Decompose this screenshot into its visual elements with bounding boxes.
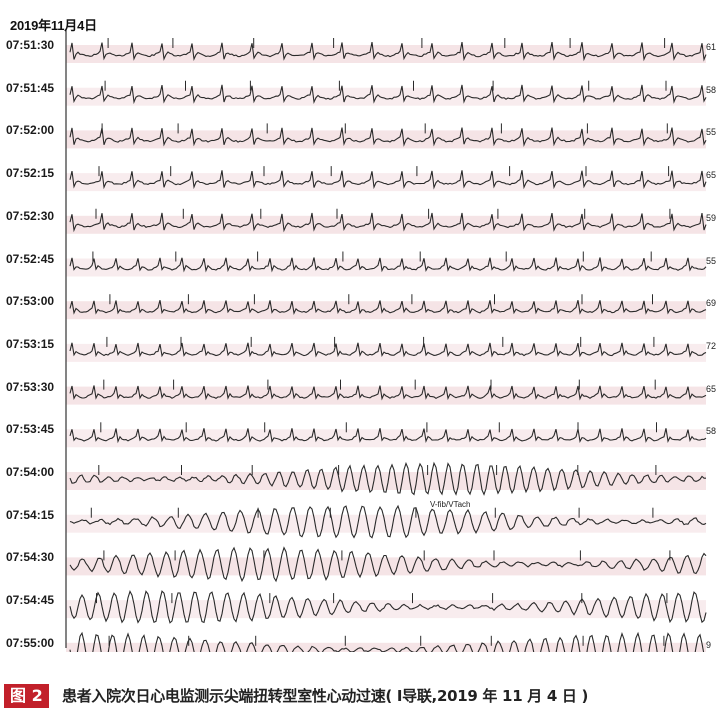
heart-rate-label: 72 <box>706 340 717 351</box>
ecg-trace <box>69 84 707 105</box>
time-label: 07:55:00 <box>6 635 55 650</box>
time-label: 07:53:15 <box>6 336 55 351</box>
figure-number-badge: 图 2 <box>4 684 49 708</box>
ecg-trace <box>69 212 707 233</box>
ecg-trace <box>69 384 707 401</box>
grid-band <box>66 173 706 192</box>
ecg-figure: 2019年11月4日 07:51:30 07:51:45 07:52:00 07:52… <box>6 18 717 652</box>
ecg-trace <box>69 461 706 496</box>
heart-rate-label: 65 <box>706 383 717 394</box>
ecg-trace <box>69 589 707 624</box>
heart-rate-label: 55 <box>706 255 717 266</box>
time-label: 07:52:00 <box>6 123 55 138</box>
time-label: 07:54:45 <box>6 593 55 608</box>
grid-band <box>66 130 706 149</box>
grid-band <box>66 45 706 63</box>
ecg-trace <box>69 546 707 583</box>
grid-band <box>66 514 706 533</box>
caption-text: 患者入院次日心电监测示尖端扭转型室性心动过速( Ⅰ导联,2019 年 11 月 … <box>62 687 589 705</box>
grid-band <box>66 215 706 234</box>
ecg-trace <box>69 257 707 273</box>
ecg-trace <box>69 300 707 316</box>
ecg-trace <box>69 631 705 652</box>
time-label: 07:52:30 <box>6 208 55 223</box>
time-label: 07:52:15 <box>6 166 55 181</box>
heart-rate-label: 9 <box>706 639 712 650</box>
heart-rate-label: 58 <box>706 84 717 95</box>
ecg-traces <box>65 30 707 652</box>
time-label: 07:54:00 <box>6 465 55 479</box>
ecg-trace <box>69 41 707 62</box>
ecg-trace <box>69 170 707 190</box>
time-label: 07:54:15 <box>6 507 55 522</box>
figure-caption: 图 2 患者入院次日心电监测示尖端扭转型室性心动过速( Ⅰ导联,2019 年 1… <box>0 682 728 712</box>
time-label: 07:53:00 <box>6 294 55 309</box>
heart-rate-label: 61 <box>706 42 717 52</box>
grid-band <box>66 87 706 106</box>
heart-rate-label: 58 <box>706 426 717 437</box>
time-label: 07:51:30 <box>6 38 55 52</box>
time-label: 07:52:45 <box>6 251 55 266</box>
grid-band <box>66 642 706 652</box>
ecg-trace <box>69 504 707 539</box>
heart-rate-label: 69 <box>706 298 717 309</box>
grid-band <box>66 600 706 619</box>
time-label: 07:53:30 <box>6 379 55 394</box>
time-label: 07:51:45 <box>6 80 55 95</box>
grid-band <box>66 472 706 490</box>
time-label: 07:54:30 <box>6 550 55 565</box>
grid-band <box>66 557 706 576</box>
ecg-trace <box>69 428 707 444</box>
ecg-trace <box>69 342 707 358</box>
ecg-trace <box>69 127 707 147</box>
heart-rate-label: 65 <box>706 170 717 181</box>
rhythm-annotation: V-fib/VTach <box>430 500 471 509</box>
date-label: 2019年11月4日 <box>10 18 97 33</box>
heart-rate-label: 55 <box>706 127 717 138</box>
heart-rate-label: 59 <box>706 212 717 223</box>
time-label: 07:53:45 <box>6 422 55 437</box>
